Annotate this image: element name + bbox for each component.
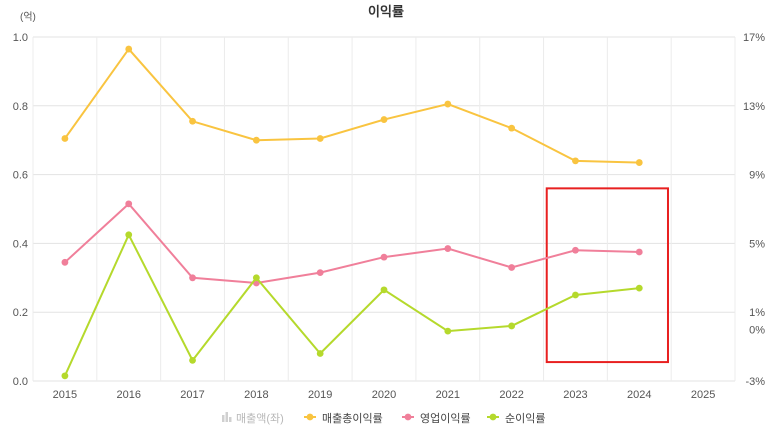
series-point-2 — [508, 264, 516, 271]
series-line-2 — [64, 202, 640, 284]
series-point-1 — [508, 124, 516, 132]
series-point-2 — [316, 269, 324, 277]
legend-bar-icon — [225, 412, 228, 422]
left-tick-label: 0.6 — [13, 170, 28, 182]
legend-label: 매출액(좌) — [236, 412, 284, 425]
left-tick-label: 0.4 — [13, 238, 28, 250]
legend-label: 영업이익률 — [420, 412, 471, 425]
series-point-1 — [316, 135, 324, 142]
left-tick-label: 0.2 — [13, 307, 28, 319]
legend-label: 순이익률 — [505, 412, 545, 425]
right-tick-label: 0% — [749, 324, 765, 336]
series-point-3 — [316, 350, 324, 357]
legend-dot-icon — [489, 413, 497, 421]
series-point-1 — [189, 117, 196, 125]
chart-title: 이익률 — [368, 4, 404, 19]
series-line-1 — [64, 47, 640, 164]
legend-label: 매출총이익률 — [322, 412, 383, 425]
right-tick-label: 17% — [743, 32, 765, 44]
series-point-1 — [444, 100, 452, 108]
series-point-3 — [252, 274, 260, 282]
series-point-1 — [61, 135, 69, 142]
series-point-3 — [635, 284, 643, 292]
series-point-1 — [635, 159, 643, 166]
x-tick-label: 2015 — [53, 389, 77, 401]
series-point-1 — [380, 116, 388, 123]
series-point-2 — [61, 258, 69, 266]
series-point-1 — [125, 45, 133, 53]
highlight-box — [545, 187, 669, 364]
x-tick-label: 2021 — [436, 389, 460, 401]
x-tick-label: 2020 — [372, 389, 396, 401]
x-tick-label: 2024 — [627, 389, 651, 401]
x-tick-label: 2019 — [308, 389, 332, 401]
series-point-3 — [380, 286, 388, 294]
series-point-2 — [572, 246, 579, 254]
left-tick-label: 0.8 — [13, 101, 28, 113]
x-tick-label: 2025 — [691, 389, 715, 401]
legend-dot-icon — [404, 413, 412, 421]
right-tick-label: 5% — [749, 238, 765, 250]
left-tick-label: 0.0 — [13, 376, 28, 388]
series-point-3 — [125, 231, 133, 239]
right-tick-label: 1% — [749, 307, 765, 319]
series-point-1 — [252, 136, 260, 144]
left-axis-unit: (억) — [20, 11, 36, 23]
series-point-3 — [508, 322, 516, 330]
legend-bar-icon — [222, 415, 225, 422]
right-tick-label: 13% — [743, 101, 765, 113]
series-line-3 — [63, 232, 640, 377]
legend-bar-icon — [229, 417, 232, 422]
x-tick-label: 2017 — [180, 389, 204, 401]
series-point-3 — [61, 372, 69, 380]
series-point-1 — [572, 157, 579, 165]
series-point-3 — [444, 327, 452, 335]
right-tick-label: -3% — [745, 376, 765, 388]
right-tick-label: 9% — [749, 170, 765, 182]
legend-dot-icon — [306, 413, 314, 421]
x-tick-label: 2018 — [244, 389, 268, 401]
series-point-3 — [189, 356, 196, 364]
series-point-2 — [444, 245, 452, 252]
series-point-2 — [125, 200, 133, 208]
series-point-2 — [380, 253, 388, 261]
left-tick-label: 1.0 — [13, 32, 28, 44]
x-tick-label: 2022 — [499, 389, 523, 401]
x-tick-label: 2016 — [116, 389, 140, 401]
series-point-2 — [189, 274, 196, 282]
series-point-2 — [635, 248, 643, 256]
series-point-3 — [572, 291, 579, 299]
x-tick-label: 2023 — [563, 389, 587, 401]
